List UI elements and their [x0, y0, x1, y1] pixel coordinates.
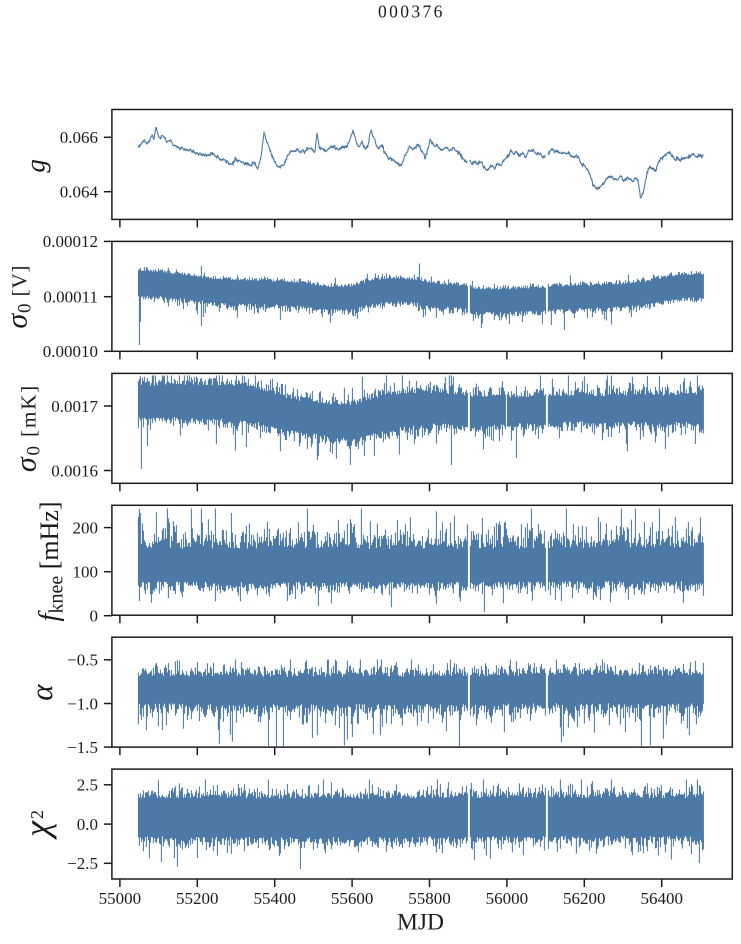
svg-text:55800: 55800 — [408, 889, 451, 908]
svg-text:σ0 [mK]: σ0 [mK] — [10, 384, 45, 472]
svg-text:56000: 56000 — [486, 889, 529, 908]
svg-text:−0.5: −0.5 — [67, 651, 98, 670]
svg-text:2.5: 2.5 — [77, 776, 98, 795]
svg-text:−2.5: −2.5 — [67, 854, 98, 873]
svg-text:σ0 [V]: σ0 [V] — [1, 265, 36, 329]
svg-text:0.0017: 0.0017 — [51, 397, 98, 416]
svg-text:fknee [mHz]: fknee [mHz] — [33, 501, 68, 621]
svg-text:100: 100 — [73, 563, 99, 582]
svg-text:0: 0 — [90, 607, 99, 626]
svg-text:55200: 55200 — [176, 889, 219, 908]
svg-text:0.00011: 0.00011 — [43, 288, 98, 307]
svg-text:000376: 000376 — [378, 2, 445, 22]
svg-text:0.00010: 0.00010 — [43, 342, 98, 361]
svg-text:56400: 56400 — [640, 889, 683, 908]
svg-text:200: 200 — [73, 518, 99, 537]
svg-text:0.066: 0.066 — [60, 128, 98, 147]
svg-text:0.00012: 0.00012 — [43, 232, 98, 251]
svg-text:g: g — [21, 159, 51, 173]
svg-text:0.0016: 0.0016 — [51, 461, 98, 480]
svg-text:55400: 55400 — [253, 889, 296, 908]
svg-text:0.064: 0.064 — [60, 183, 99, 202]
svg-text:−1.5: −1.5 — [67, 738, 98, 757]
svg-text:56200: 56200 — [563, 889, 606, 908]
svg-text:0.0: 0.0 — [77, 815, 98, 834]
svg-text:α: α — [24, 684, 59, 701]
svg-text:χ2: χ2 — [17, 808, 57, 840]
svg-text:55000: 55000 — [99, 889, 142, 908]
svg-text:55600: 55600 — [331, 889, 374, 908]
svg-text:MJD: MJD — [397, 910, 444, 936]
svg-text:−1.0: −1.0 — [67, 694, 98, 713]
